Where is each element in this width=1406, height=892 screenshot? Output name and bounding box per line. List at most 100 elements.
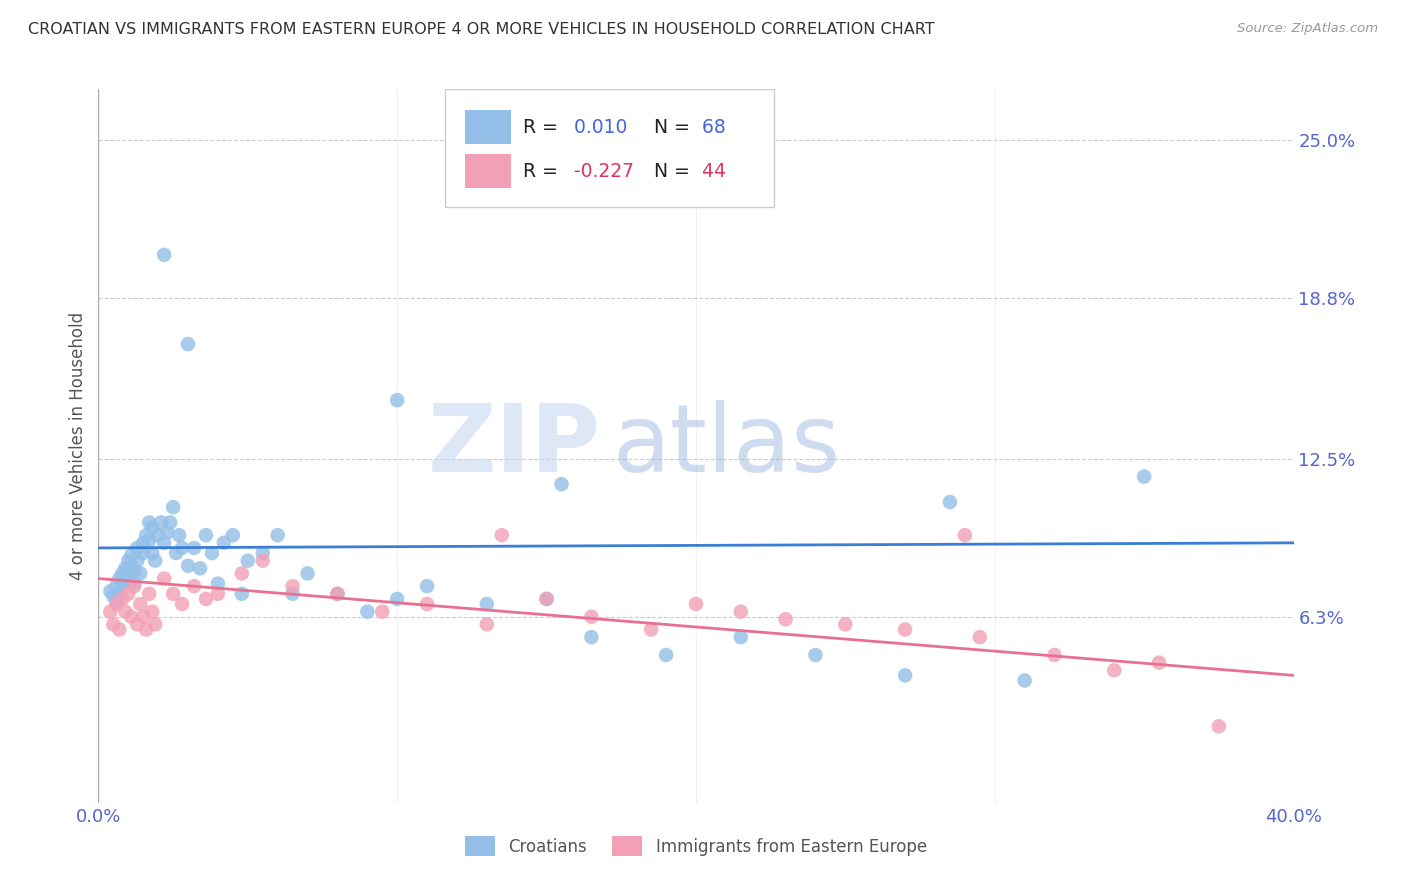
Point [105, 597, 128, 611]
Point [124, 576, 146, 591]
Point [1014, 673, 1036, 688]
Point [195, 528, 218, 542]
Point [894, 668, 917, 682]
Point [894, 623, 917, 637]
Point [416, 579, 439, 593]
Point [371, 605, 394, 619]
Point [222, 528, 245, 542]
Point [162, 500, 184, 515]
Point [231, 587, 253, 601]
Point [969, 630, 991, 644]
Text: 68: 68 [696, 118, 725, 136]
Point [195, 591, 218, 606]
Point [385, 393, 409, 408]
Point [939, 495, 962, 509]
Point [167, 528, 190, 542]
Point [141, 605, 163, 619]
Text: R =: R = [523, 118, 558, 136]
Point [281, 579, 304, 593]
Point [730, 630, 752, 644]
Point [177, 337, 200, 351]
Point [124, 579, 146, 593]
Point [132, 536, 155, 550]
Point [550, 477, 572, 491]
Point [1147, 656, 1170, 670]
Point [183, 579, 205, 593]
Point [685, 597, 707, 611]
FancyBboxPatch shape [444, 89, 773, 207]
Point [114, 574, 136, 588]
Point [153, 572, 176, 586]
Point [120, 609, 142, 624]
Point [138, 587, 160, 601]
Point [188, 561, 211, 575]
Point [475, 597, 498, 611]
Point [416, 597, 439, 611]
Text: N =: N = [654, 118, 690, 136]
Point [252, 546, 274, 560]
Point [165, 546, 187, 560]
Point [536, 591, 558, 606]
Point [143, 554, 166, 568]
Legend: Croatians, Immigrants from Eastern Europe: Croatians, Immigrants from Eastern Europ… [458, 830, 934, 863]
Point [148, 528, 170, 542]
Text: -0.227: -0.227 [568, 161, 634, 181]
Bar [465, 110, 510, 145]
Point [108, 623, 131, 637]
Point [491, 528, 513, 542]
Text: ZIP: ZIP [427, 400, 600, 492]
Point [100, 605, 122, 619]
Point [103, 617, 125, 632]
Point [201, 546, 224, 560]
Point [804, 648, 827, 662]
Point [775, 612, 797, 626]
Point [640, 623, 662, 637]
Point [236, 554, 259, 568]
Point [129, 597, 152, 611]
Point [1043, 648, 1066, 662]
Point [132, 609, 155, 624]
Point [117, 569, 139, 583]
Point [143, 617, 166, 632]
Point [207, 576, 229, 591]
Point [834, 617, 856, 632]
Point [159, 516, 181, 530]
Point [172, 597, 194, 611]
Point [138, 533, 160, 548]
Point [108, 572, 131, 586]
Point [281, 587, 304, 601]
Point [120, 549, 142, 563]
Point [153, 536, 176, 550]
Point [581, 609, 603, 624]
Point [475, 617, 498, 632]
Point [111, 566, 134, 581]
Point [100, 584, 122, 599]
Point [141, 546, 163, 560]
Point [111, 576, 134, 591]
Point [156, 525, 179, 540]
Point [117, 554, 139, 568]
Point [127, 541, 149, 555]
Point [1208, 719, 1230, 733]
Point [105, 579, 128, 593]
Text: 0.010: 0.010 [568, 118, 627, 136]
Text: atlas: atlas [613, 400, 841, 492]
Point [153, 248, 176, 262]
Point [138, 516, 160, 530]
Point [1133, 469, 1156, 483]
Point [127, 554, 149, 568]
Point [141, 520, 163, 534]
Point [114, 605, 136, 619]
Point [150, 516, 173, 530]
Text: Source: ZipAtlas.com: Source: ZipAtlas.com [1237, 22, 1378, 36]
Point [536, 591, 558, 606]
Point [730, 605, 752, 619]
Point [120, 558, 142, 573]
Point [231, 566, 253, 581]
Point [135, 528, 157, 542]
Point [297, 566, 319, 581]
Point [105, 594, 128, 608]
Point [114, 561, 136, 575]
Point [326, 587, 349, 601]
Point [124, 564, 146, 578]
